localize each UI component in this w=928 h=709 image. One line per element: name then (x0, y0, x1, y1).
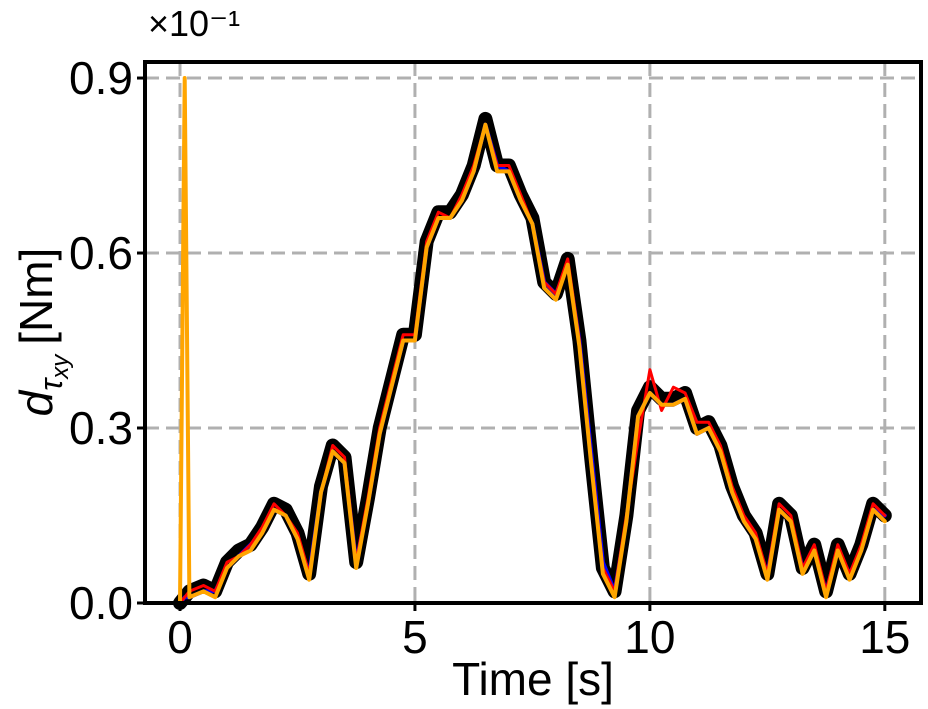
offset-text: ×10⁻¹ (148, 3, 240, 44)
series-line (173, 111, 892, 610)
x-tick-label: 5 (402, 611, 428, 663)
x-axis-label: Time [s] (452, 653, 614, 705)
x-tick-label: 10 (624, 611, 675, 663)
y-label-symbol: d (10, 389, 62, 416)
y-tick-label: 0.3 (69, 402, 133, 454)
series-line (178, 76, 887, 605)
x-tick-label: 0 (167, 611, 193, 663)
y-axis-label: dτxy [Nm] (10, 248, 74, 417)
x-tick-label: 15 (859, 611, 910, 663)
y-tick-label: 0.0 (69, 577, 133, 629)
y-label-subscript: τ (33, 377, 69, 391)
y-label-unit: [Nm] (10, 248, 62, 345)
y-tick-label: 0.6 (69, 227, 133, 279)
plot-frame (143, 60, 923, 605)
y-label-subsubscript: xy (47, 353, 74, 380)
y-tick-label: 0.9 (69, 52, 133, 104)
